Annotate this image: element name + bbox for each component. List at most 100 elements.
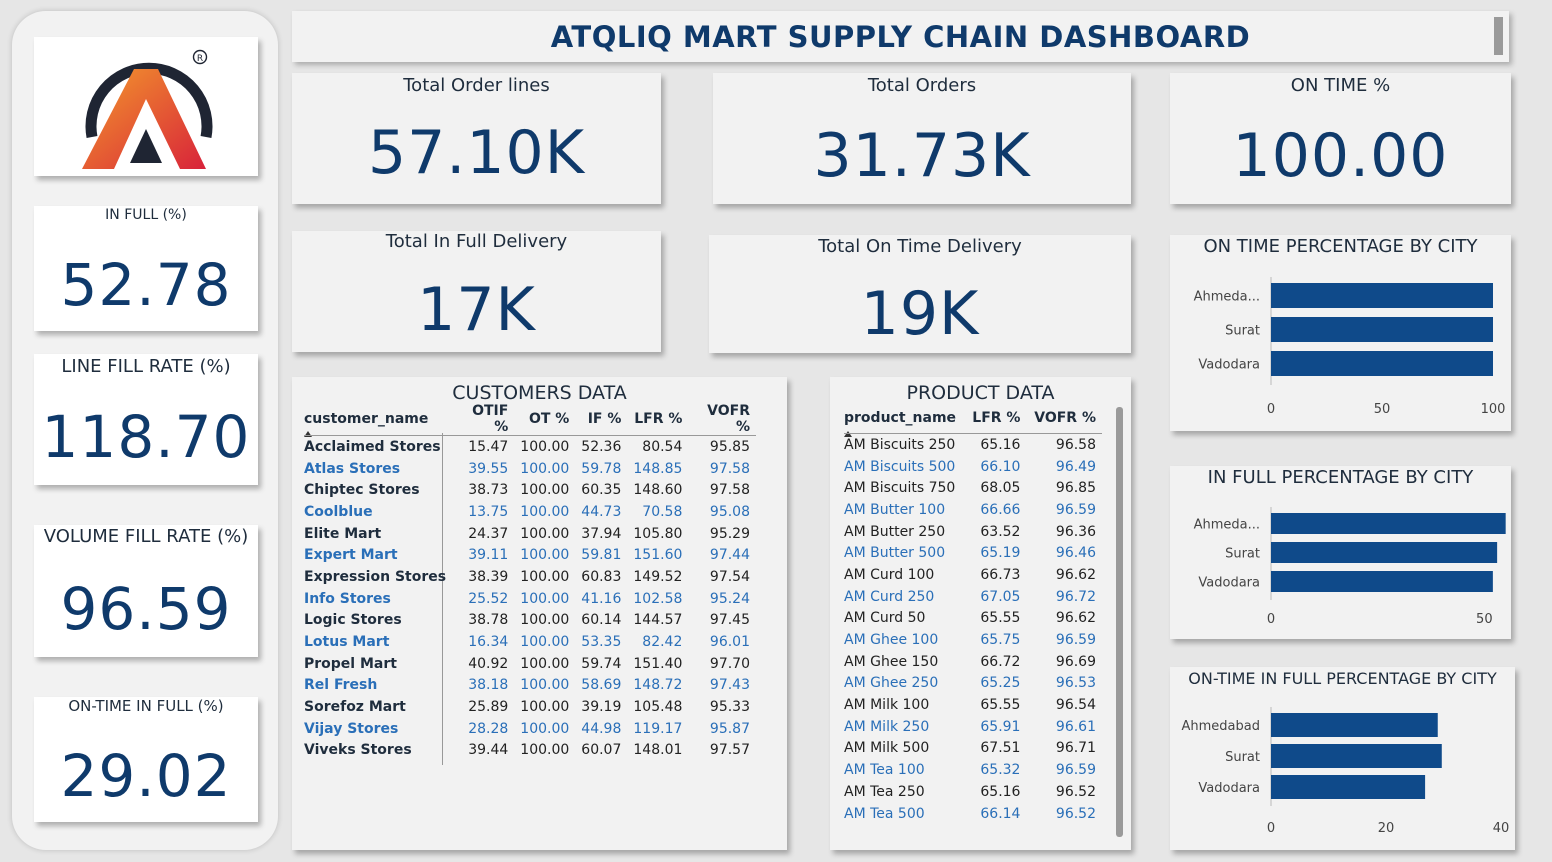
table-row[interactable]: AM Biscuits 250 65.16 96.58 (844, 434, 1102, 456)
table-row[interactable]: AM Ghee 150 66.72 96.69 (844, 651, 1102, 673)
cell-value: 105.80 (633, 525, 683, 542)
on-time-by-city-card: ON TIME PERCENTAGE BY CITY Ahmeda... Sura… (1170, 235, 1511, 431)
table-row[interactable]: Info Stores 25.52 100.00 41.16 102.58 95.24 (304, 588, 756, 610)
otif-by-city-chart: Ahmedabad Surat Vadodara 0 20 40 (1182, 707, 1509, 836)
row-label: AM Ghee 150 (844, 653, 939, 670)
table-row[interactable]: Sorefoz Mart 25.89 100.00 39.19 105.48 95.33 (304, 696, 756, 718)
table-row[interactable]: AM Curd 250 67.05 96.72 (844, 586, 1102, 608)
table-row[interactable]: Rel Fresh 38.18 100.00 58.69 148.72 97.43 (304, 675, 756, 697)
bar[interactable] (1271, 713, 1438, 737)
cell-value: 41.16 (581, 590, 622, 607)
row-label: Logic Stores (304, 612, 402, 629)
cell-value: 63.52 (980, 523, 1021, 540)
table-row[interactable]: AM Butter 500 65.19 96.46 (844, 542, 1102, 564)
bar[interactable] (1271, 744, 1442, 768)
product-table-title: PRODUCT DATA (906, 382, 1055, 404)
product-table-scrollbar[interactable] (1116, 407, 1123, 837)
row-label: AM Biscuits 250 (844, 436, 956, 453)
table-row[interactable]: AM Butter 100 66.66 96.59 (844, 499, 1102, 521)
column-header[interactable]: LFR % (964, 403, 1027, 434)
table-row[interactable]: Atlas Stores 39.55 100.00 59.78 148.85 97.58 (304, 458, 756, 480)
category-label: Ahmeda... (1194, 518, 1260, 533)
column-header[interactable]: VOFR % (1026, 403, 1102, 434)
product-table-viewport[interactable]: product_name LFR % VOFR % AM Biscuits 25… (830, 377, 1131, 845)
cell-value: 37.94 (581, 525, 622, 542)
cell-value: 39.11 (468, 547, 509, 564)
column-header[interactable]: LFR % (627, 403, 689, 436)
table-row[interactable]: AM Butter 250 63.52 96.36 (844, 521, 1102, 543)
bar[interactable] (1271, 317, 1493, 342)
column-header[interactable]: OT % (514, 403, 576, 436)
kpi-line-fill-rate: LINE FILL RATE (%) 118.70 (34, 354, 258, 485)
column-header[interactable]: product_name (844, 403, 965, 434)
table-row[interactable]: AM Tea 250 65.16 96.52 (844, 781, 1102, 803)
chart-title: ON-TIME IN FULL PERCENTAGE BY CITY (1188, 669, 1497, 688)
table-row[interactable]: Propel Mart 40.92 100.00 59.74 151.40 97.70 (304, 653, 756, 675)
cell-value: 100.00 (520, 720, 570, 737)
bar[interactable] (1271, 775, 1426, 799)
table-row[interactable]: AM Biscuits 750 68.05 96.85 (844, 477, 1102, 499)
table-row[interactable]: AM Tea 100 65.32 96.59 (844, 759, 1102, 781)
table-row[interactable]: AM Tea 500 66.14 96.52 (844, 803, 1102, 825)
cell-value: 15.47 (468, 438, 509, 455)
bar[interactable] (1271, 542, 1498, 563)
table-row[interactable]: Expert Mart 39.11 100.00 59.81 151.60 97.44 (304, 544, 756, 566)
logo-card: R (34, 37, 258, 176)
table-row[interactable]: Logic Stores 38.78 100.00 60.14 144.57 97.45 (304, 610, 756, 632)
table-row[interactable]: AM Biscuits 500 66.10 96.49 (844, 456, 1102, 478)
cell-value: 96.49 (1055, 458, 1096, 475)
row-label: Acclaimed Stores (304, 438, 441, 455)
table-row[interactable]: Acclaimed Stores 15.47 100.00 52.36 80.54 95.… (304, 436, 756, 458)
cell-value: 97.44 (709, 547, 750, 564)
bar[interactable] (1271, 283, 1493, 308)
column-header[interactable]: customer_name (304, 403, 453, 436)
cell-value: 66.72 (980, 653, 1021, 670)
bar[interactable] (1271, 351, 1493, 376)
kpi-on-time-pct: ON TIME % 100.00 (1170, 73, 1511, 204)
table-row[interactable]: AM Milk 500 67.51 96.71 (844, 738, 1102, 760)
table-row[interactable]: AM Ghee 250 65.25 96.53 (844, 673, 1102, 695)
row-label: AM Curd 250 (844, 588, 935, 605)
cell-value: 100.00 (520, 568, 570, 585)
table-row[interactable]: AM Ghee 100 65.75 96.59 (844, 629, 1102, 651)
chart-title: IN FULL PERCENTAGE BY CITY (1207, 467, 1474, 488)
product-table: product_name LFR % VOFR % AM Biscuits 25… (844, 403, 1102, 824)
bar[interactable] (1271, 513, 1506, 534)
table-row[interactable]: Lotus Mart 16.34 100.00 53.35 82.42 96.01 (304, 631, 756, 653)
category-label: Surat (1225, 750, 1260, 765)
cell-value: 97.57 (709, 742, 750, 759)
cell-value: 66.10 (980, 458, 1021, 475)
cell-value: 96.62 (1055, 566, 1096, 583)
table-row[interactable]: AM Curd 50 65.55 96.62 (844, 608, 1102, 630)
column-header[interactable]: OTIF % (452, 403, 515, 436)
cell-value: 38.18 (468, 677, 509, 694)
cell-value: 38.78 (468, 612, 509, 629)
column-header[interactable]: VOFR % (688, 403, 756, 436)
kpi-label: Total On Time Delivery (818, 236, 1022, 257)
cell-value: 148.85 (633, 460, 683, 477)
column-header[interactable]: IF % (575, 403, 628, 436)
cell-value: 95.24 (709, 590, 750, 607)
cell-value: 95.33 (709, 699, 750, 716)
cell-value: 100.00 (520, 460, 570, 477)
table-row[interactable]: Chiptec Stores 38.73 100.00 60.35 148.60 97.5… (304, 479, 756, 501)
table-row[interactable]: Coolblue 13.75 100.00 44.73 70.58 95.08 (304, 501, 756, 523)
table-row[interactable]: Expression Stores 38.39 100.00 60.83 149.52 9… (304, 566, 756, 588)
table-row[interactable]: AM Milk 100 65.55 96.54 (844, 694, 1102, 716)
table-row[interactable]: Elite Mart 24.37 100.00 37.94 105.80 95.29 (304, 523, 756, 545)
title-scrollbar[interactable] (1494, 17, 1503, 55)
table-row[interactable]: Viveks Stores 39.44 100.00 60.07 148.01 97.57 (304, 740, 756, 762)
chart-title: ON TIME PERCENTAGE BY CITY (1203, 236, 1478, 257)
cell-value: 96.58 (1055, 436, 1096, 453)
table-row[interactable]: AM Curd 100 66.73 96.62 (844, 564, 1102, 586)
row-label: Expert Mart (304, 547, 398, 564)
table-row[interactable]: Vijay Stores 28.28 100.00 44.98 119.17 95.87 (304, 718, 756, 740)
cell-value: 96.62 (1055, 610, 1096, 627)
bar[interactable] (1271, 571, 1493, 592)
cell-value: 95.08 (709, 503, 750, 520)
table-row[interactable]: AM Milk 250 65.91 96.61 (844, 716, 1102, 738)
sort-ascending-icon[interactable] (844, 431, 852, 437)
cell-value: 68.05 (980, 480, 1021, 497)
cell-value: 96.72 (1055, 588, 1096, 605)
cell-value: 105.48 (633, 699, 683, 716)
